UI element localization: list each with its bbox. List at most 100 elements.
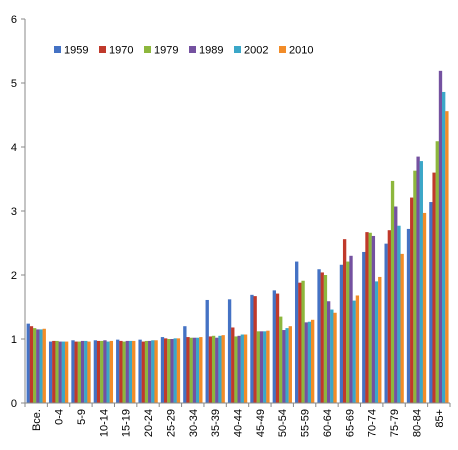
legend-swatch-2002 [234,46,241,53]
x-tick-label-6: 25-29 [165,409,177,437]
legend-swatch-1970 [99,46,106,53]
bar-2010-9 [243,334,248,403]
bar-1970-2 [74,341,78,403]
bar-1979-2 [77,341,82,403]
bar-1959-0 [26,323,30,403]
bar-1970-15 [365,232,369,403]
bar-1989-2 [80,340,85,403]
bar-1959-4 [116,339,120,403]
x-tick-label-8: 35-39 [210,409,222,437]
bar-1979-10 [256,331,261,403]
bar-1989-8 [215,337,219,403]
bar-1989-3 [103,340,107,403]
bar-1970-14 [342,239,347,403]
bar-1989-18 [438,70,443,403]
bar-2002-18 [442,91,446,404]
x-tick-label-11: 50-54 [277,409,289,437]
bar-1989-11 [282,330,286,403]
x-tick-label-5: 20-24 [143,409,155,437]
bar-2002-2 [84,340,88,403]
x-tick-label-12: 55-59 [300,409,312,437]
bar-1959-9 [227,299,232,403]
bar-1989-0 [36,329,40,403]
bar-2002-17 [419,161,423,403]
bar-1970-8 [208,336,213,403]
legend-label-1959: 1959 [64,45,88,57]
bar-2002-5 [151,340,155,403]
y-tick-label-6: 6 [11,14,17,26]
bar-1959-16 [384,243,388,403]
bar-1959-10 [250,294,254,403]
y-tick-label-5: 5 [11,78,17,90]
bar-1979-17 [413,170,417,403]
bar-2002-11 [285,328,289,403]
bar-1979-15 [368,232,372,403]
bar-1979-7 [189,337,193,403]
bar-1989-16 [394,206,398,403]
bar-1979-12 [301,280,305,403]
bar-1989-7 [192,337,197,403]
bar-2010-4 [132,340,136,403]
bar-1970-17 [410,197,414,403]
legend-label-2002: 2002 [244,45,268,57]
bar-2010-16 [400,253,404,403]
legend: 1959 1970 1979 1989 2002 2010 [54,45,313,57]
x-tick-label-9: 40-44 [233,409,245,437]
x-tick-label-16: 75-79 [389,409,401,437]
x-tick-label-14: 65-69 [344,409,356,437]
bar-2010-18 [445,111,449,403]
bar-2002-8 [218,335,222,403]
legend-swatch-1989 [189,46,196,53]
x-tick-label-15: 70-74 [367,409,379,437]
bar-2010-1 [64,341,69,403]
bar-1970-7 [186,337,190,403]
axes-layer: 0 1 2 3 4 5 6 Все. 0-4 5-9 10-14 15-19 20-24 25-29 30-… [11,14,451,437]
y-tick-label-3: 3 [11,206,17,218]
bar-1970-10 [253,296,257,403]
bar-1959-2 [71,340,75,403]
bar-2010-6 [176,338,181,403]
bar-2010-14 [355,295,360,403]
y-tick-label-1: 1 [11,334,17,346]
bar-2010-2 [87,341,91,403]
bar-2010-15 [378,276,382,403]
bar-1989-5 [148,340,152,403]
legend-label-2010: 2010 [289,45,313,57]
bar-1989-10 [259,331,264,403]
x-tick-label-7: 30-34 [188,409,200,437]
bar-1979-5 [144,340,149,403]
bar-1979-6 [167,339,171,403]
bar-1959-15 [362,251,366,403]
bar-2010-8 [221,335,225,403]
bar-1989-15 [371,235,376,403]
bar-2002-7 [195,337,200,403]
x-tick-label-17: 80-84 [411,409,423,437]
x-tick-label-2: 5-9 [76,409,88,425]
bar-1959-8 [205,299,209,403]
bar-1989-6 [170,339,174,403]
legend-label-1970: 1970 [109,45,133,57]
bar-1979-9 [234,336,238,403]
legend-swatch-1959 [54,46,61,53]
bar-2010-3 [109,340,114,403]
bar-2002-1 [61,341,66,403]
bar-2010-5 [154,340,158,403]
bar-1989-12 [304,322,308,403]
x-tick-label-18: 85+ [434,409,446,428]
bar-1979-1 [55,340,59,403]
bar-1979-11 [279,316,283,403]
bar-1959-13 [317,269,321,403]
legend-swatch-2010 [279,46,286,53]
y-tick-label-2: 2 [11,270,17,282]
bar-1959-11 [272,290,276,403]
bar-2010-7 [199,337,203,403]
x-tick-label-13: 60-64 [322,409,334,437]
x-tick-label-0: Все. [31,409,43,431]
bar-1989-1 [58,341,62,403]
bar-1959-7 [183,326,187,403]
bar-1970-12 [298,282,302,403]
bar-2002-4 [128,340,133,403]
bar-2002-14 [352,300,356,403]
bar-1970-16 [387,230,392,403]
